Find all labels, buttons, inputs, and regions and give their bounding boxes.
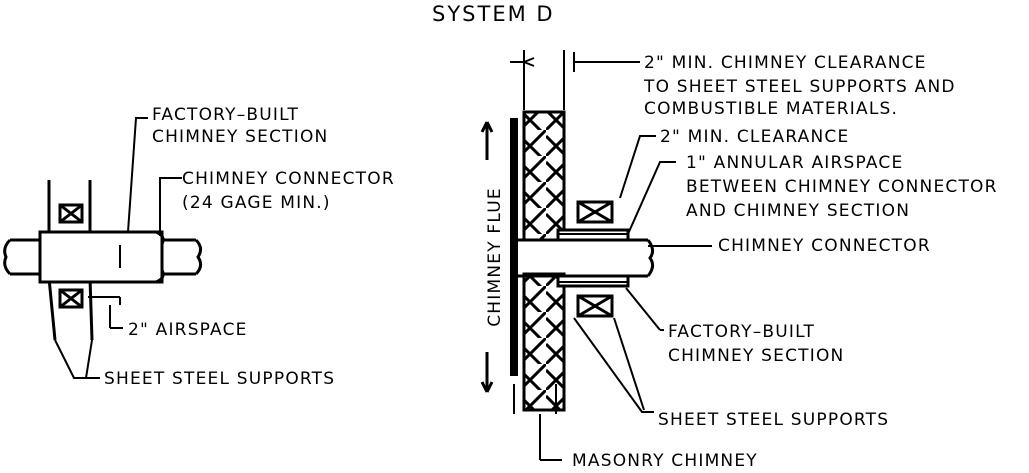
label-right-supports: SHEET STEEL SUPPORTS xyxy=(658,410,890,430)
right-lower-support xyxy=(578,296,612,316)
leader-left-factory-built xyxy=(128,118,148,232)
right-upper-support xyxy=(578,202,612,222)
leader-min-clearance xyxy=(620,136,656,198)
leader-factory-built xyxy=(626,288,660,330)
masonry-lower xyxy=(524,274,564,410)
label-left-supports: SHEET STEEL SUPPORTS xyxy=(104,369,336,389)
left-detail xyxy=(5,118,201,378)
right-detail xyxy=(482,50,712,460)
label-right-connector: CHIMNEY CONNECTOR xyxy=(718,236,931,256)
label-clearance-1: 2" MIN. CHIMNEY CLEARANCE xyxy=(644,53,927,73)
left-lower-support xyxy=(49,278,92,340)
label-left-factory-built-1: FACTORY–BUILT xyxy=(152,105,300,125)
right-connector-pipe xyxy=(518,240,653,276)
leader-left-connector xyxy=(160,178,182,236)
masonry-upper xyxy=(524,112,564,240)
label-left-factory-built-2: CHIMNEY SECTION xyxy=(152,127,329,147)
label-right-factory-built-1: FACTORY–BUILT xyxy=(668,322,816,342)
label-annular-2: BETWEEN CHIMNEY CONNECTOR xyxy=(686,177,998,197)
label-left-airspace: 2" AIRSPACE xyxy=(128,320,248,340)
flue-dimension xyxy=(482,122,492,392)
leader-supports xyxy=(574,318,654,412)
label-masonry-chimney: MASONRY CHIMNEY xyxy=(572,451,758,471)
left-chimney-section xyxy=(10,232,196,282)
label-right-factory-built-2: CHIMNEY SECTION xyxy=(668,346,845,366)
leader-left-supports xyxy=(55,340,100,378)
label-left-connector-1: CHIMNEY CONNECTOR xyxy=(182,169,395,189)
leader-annular xyxy=(628,162,676,234)
label-annular-3: AND CHIMNEY SECTION xyxy=(686,201,911,221)
label-min-clearance: 2" MIN. CLEARANCE xyxy=(660,127,850,147)
label-clearance-3: COMBUSTIBLE MATERIALS. xyxy=(644,99,899,119)
left-upper-support xyxy=(49,180,90,236)
flue-liner xyxy=(510,118,518,376)
label-clearance-2: TO SHEET STEEL SUPPORTS AND xyxy=(644,77,956,97)
label-left-connector-2: (24 GAGE MIN.) xyxy=(182,193,331,213)
label-annular-1: 1" ANNULAR AIRSPACE xyxy=(686,153,904,173)
label-chimney-flue: CHIMNEY FLUE xyxy=(485,187,505,327)
diagram-title: SYSTEM D xyxy=(432,2,555,26)
